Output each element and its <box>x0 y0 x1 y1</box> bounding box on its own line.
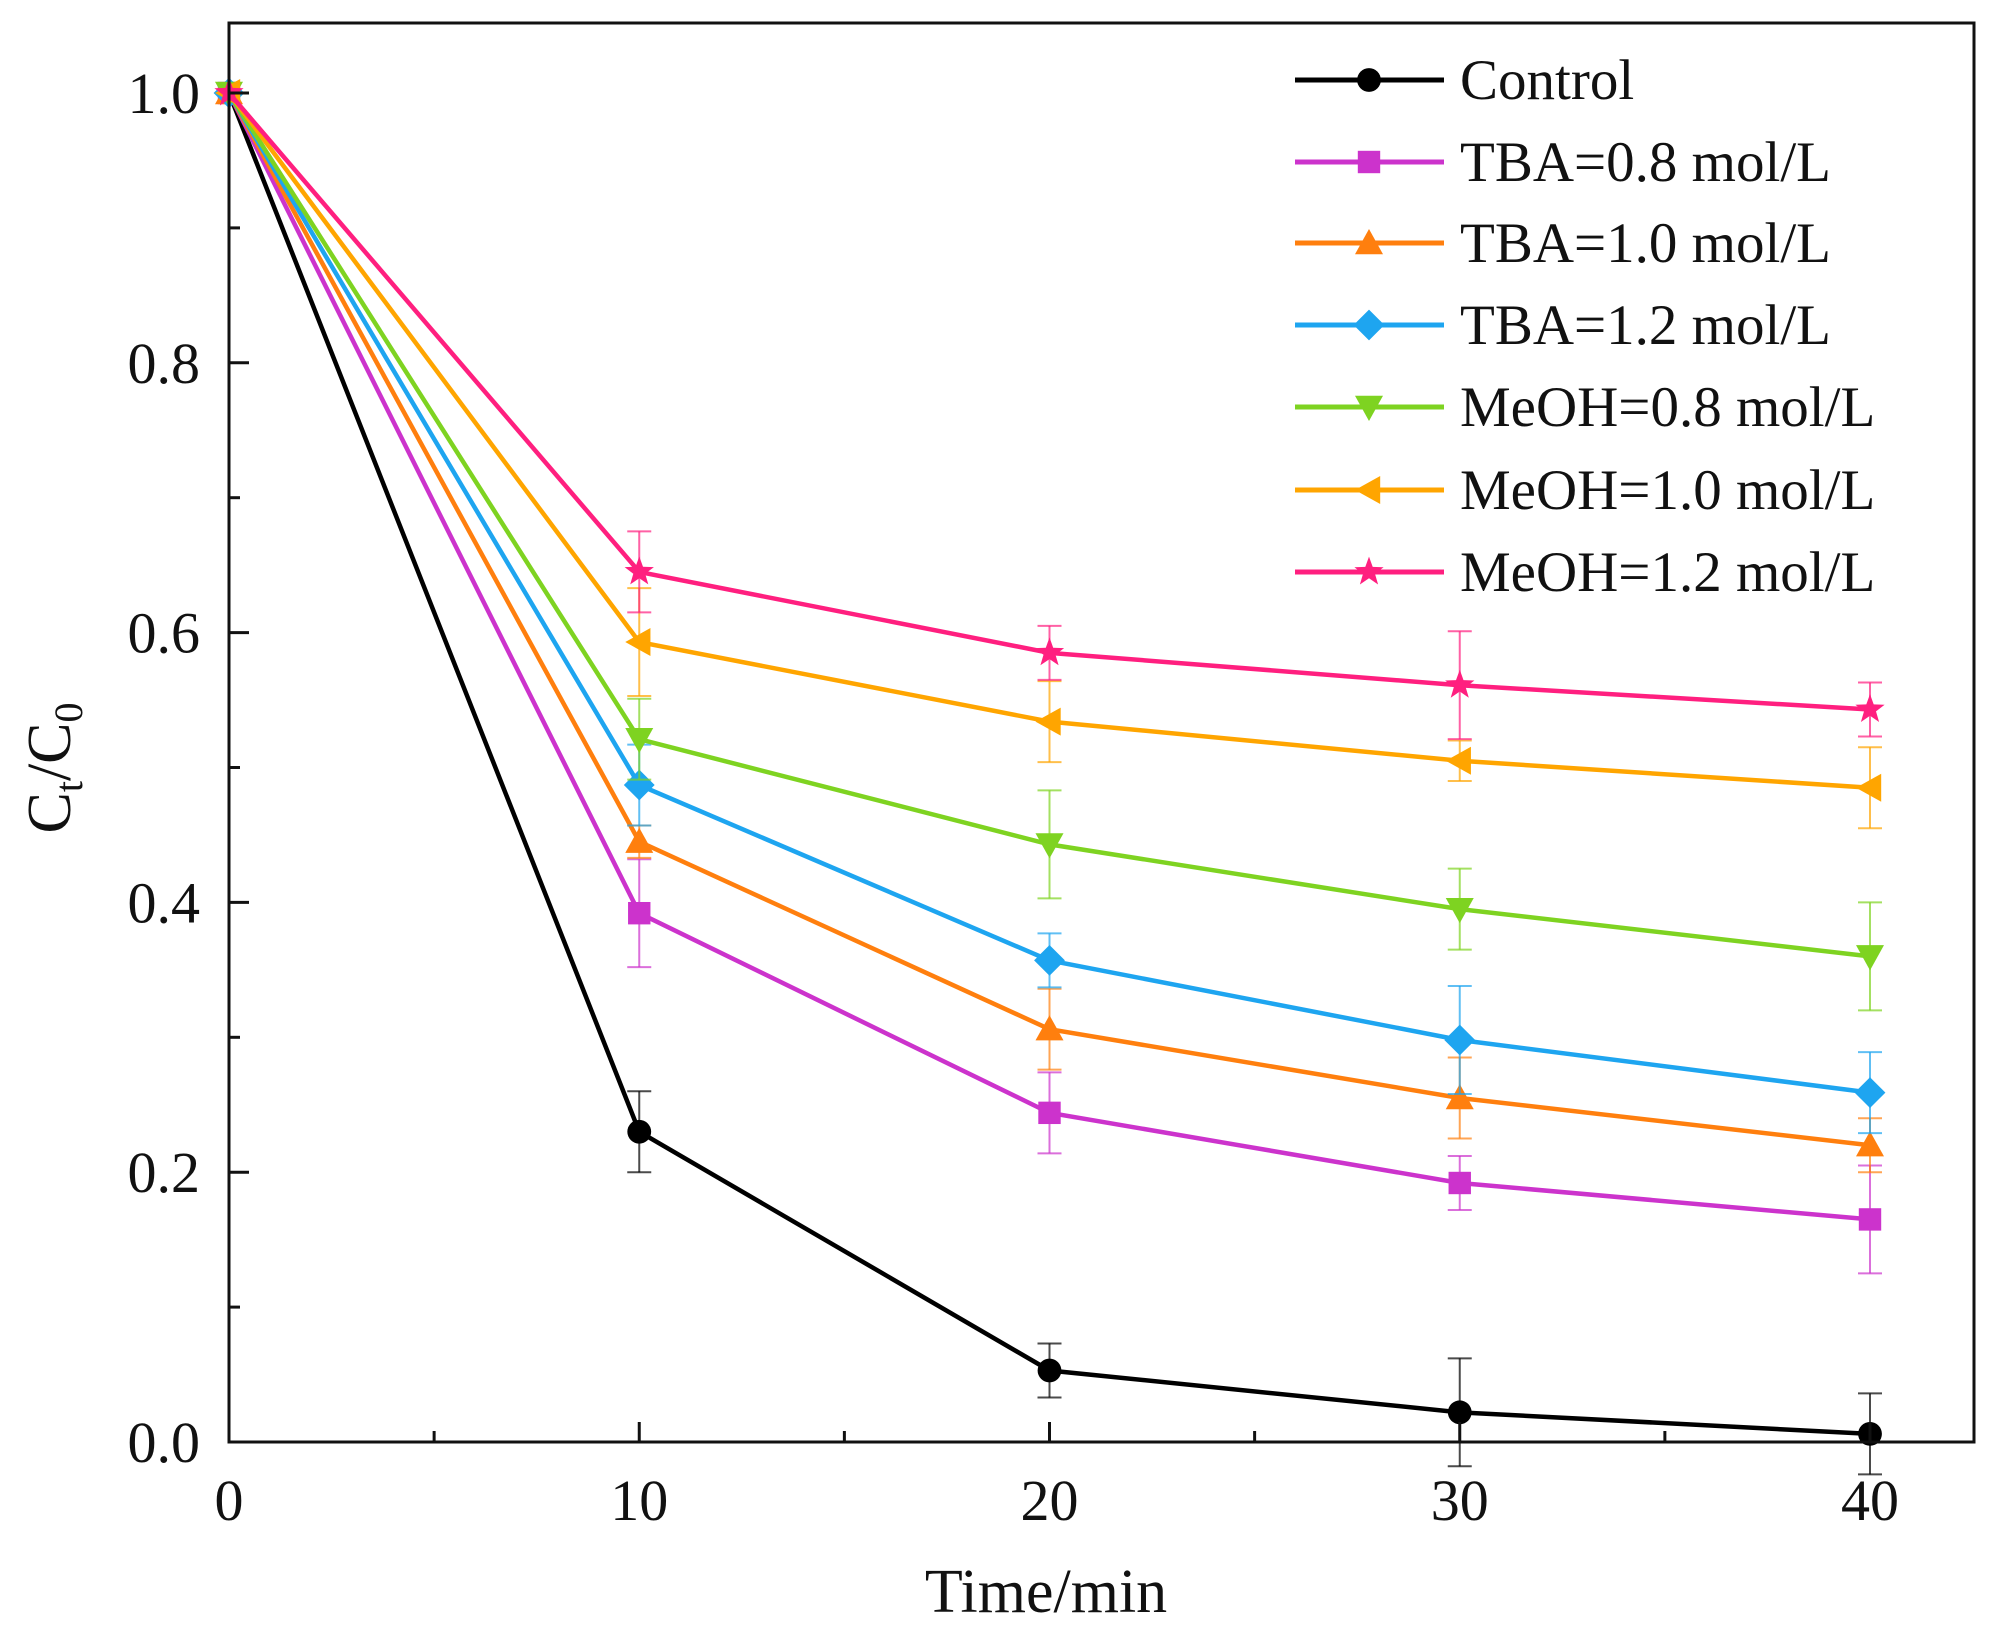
legend-item: TBA=0.8 mol/L <box>1295 131 1831 194</box>
data-point <box>1854 1077 1886 1109</box>
data-point <box>1855 694 1885 722</box>
legend-label: MeOH=1.0 mol/L <box>1460 459 1875 522</box>
legend-marker <box>1357 150 1381 174</box>
data-point <box>1037 1358 1062 1383</box>
x-tick-label: 30 <box>1431 1468 1489 1533</box>
y-label-sep: /C <box>16 722 84 781</box>
y-label-main: C <box>16 792 84 833</box>
data-point <box>1035 1015 1064 1041</box>
data-point <box>1445 897 1474 924</box>
x-tick-label: 0 <box>215 1468 244 1533</box>
data-point <box>1038 1101 1061 1125</box>
legend-item: MeOH=0.8 mol/L <box>1295 376 1875 439</box>
legend-item: TBA=1.0 mol/L <box>1295 212 1831 275</box>
legend-marker <box>1355 229 1383 255</box>
legend-label: TBA=1.2 mol/L <box>1460 294 1831 357</box>
y-tick-label: 0.4 <box>128 870 201 935</box>
data-point <box>627 1119 652 1144</box>
data-point <box>1856 773 1882 802</box>
data-point <box>1856 945 1884 971</box>
y-axis-label: Ct/C0 <box>16 702 91 833</box>
data-point <box>1034 637 1065 666</box>
data-point <box>1445 1084 1474 1110</box>
y-tick-label: 1.0 <box>128 61 201 126</box>
data-point <box>1035 707 1061 736</box>
legend-marker <box>1354 556 1384 585</box>
data-point <box>1035 833 1064 859</box>
data-point <box>1858 1208 1882 1231</box>
data-point <box>1034 945 1065 976</box>
legend-item: Control <box>1295 49 1634 112</box>
x-tick-label: 40 <box>1841 1468 1899 1533</box>
legend-label: TBA=0.8 mol/L <box>1460 131 1831 194</box>
legend-label: MeOH=1.2 mol/L <box>1460 541 1875 604</box>
legend-item: TBA=1.2 mol/L <box>1295 294 1831 357</box>
legend-label: Control <box>1460 49 1634 112</box>
plot-frame <box>227 21 1976 1444</box>
y-tick-label: 0.8 <box>128 331 201 396</box>
legend-label: MeOH=0.8 mol/L <box>1460 376 1875 439</box>
axes-layer: 0 10 20 30 40 0.0 0.2 0.4 0.6 0.8 1.0 <box>128 61 1900 1533</box>
legend-item: MeOH=1.0 mol/L <box>1295 459 1875 522</box>
x-axis-label: Time/min <box>925 1558 1167 1626</box>
legend-label: TBA=1.0 mol/L <box>1460 212 1831 275</box>
x-tick-label: 20 <box>1021 1468 1079 1533</box>
y-tick-label: 0.6 <box>128 601 201 666</box>
y-tick-label: 0.2 <box>128 1140 201 1205</box>
data-point <box>1445 746 1471 775</box>
data-point <box>1447 1400 1472 1425</box>
data-point <box>625 628 651 657</box>
data-point <box>628 901 651 925</box>
y-label-sub-0: 0 <box>46 702 91 722</box>
data-point <box>1445 669 1475 698</box>
legend: Control TBA=0.8 mol/L TBA=1.0 mol/L TBA=1.2… <box>1295 49 1875 604</box>
data-point <box>623 769 655 801</box>
y-tick-label: 0.0 <box>128 1410 201 1475</box>
legend-marker <box>1355 476 1381 504</box>
legend-marker <box>1355 395 1383 421</box>
legend-marker <box>1357 68 1381 92</box>
series-meoh-1-2-mol-l <box>214 77 1885 741</box>
data-point <box>1856 1131 1884 1157</box>
series-layer <box>213 77 1886 1476</box>
y-label-sub-t: t <box>46 781 91 792</box>
data-point <box>625 727 654 754</box>
data-point <box>624 556 654 585</box>
series-control <box>217 81 1882 1476</box>
data-point <box>1448 1171 1471 1195</box>
legend-item: MeOH=1.2 mol/L <box>1295 541 1875 604</box>
legend-marker <box>1353 309 1385 341</box>
x-tick-label: 10 <box>610 1468 668 1533</box>
data-point <box>1444 1024 1476 1056</box>
data-point <box>625 827 654 853</box>
